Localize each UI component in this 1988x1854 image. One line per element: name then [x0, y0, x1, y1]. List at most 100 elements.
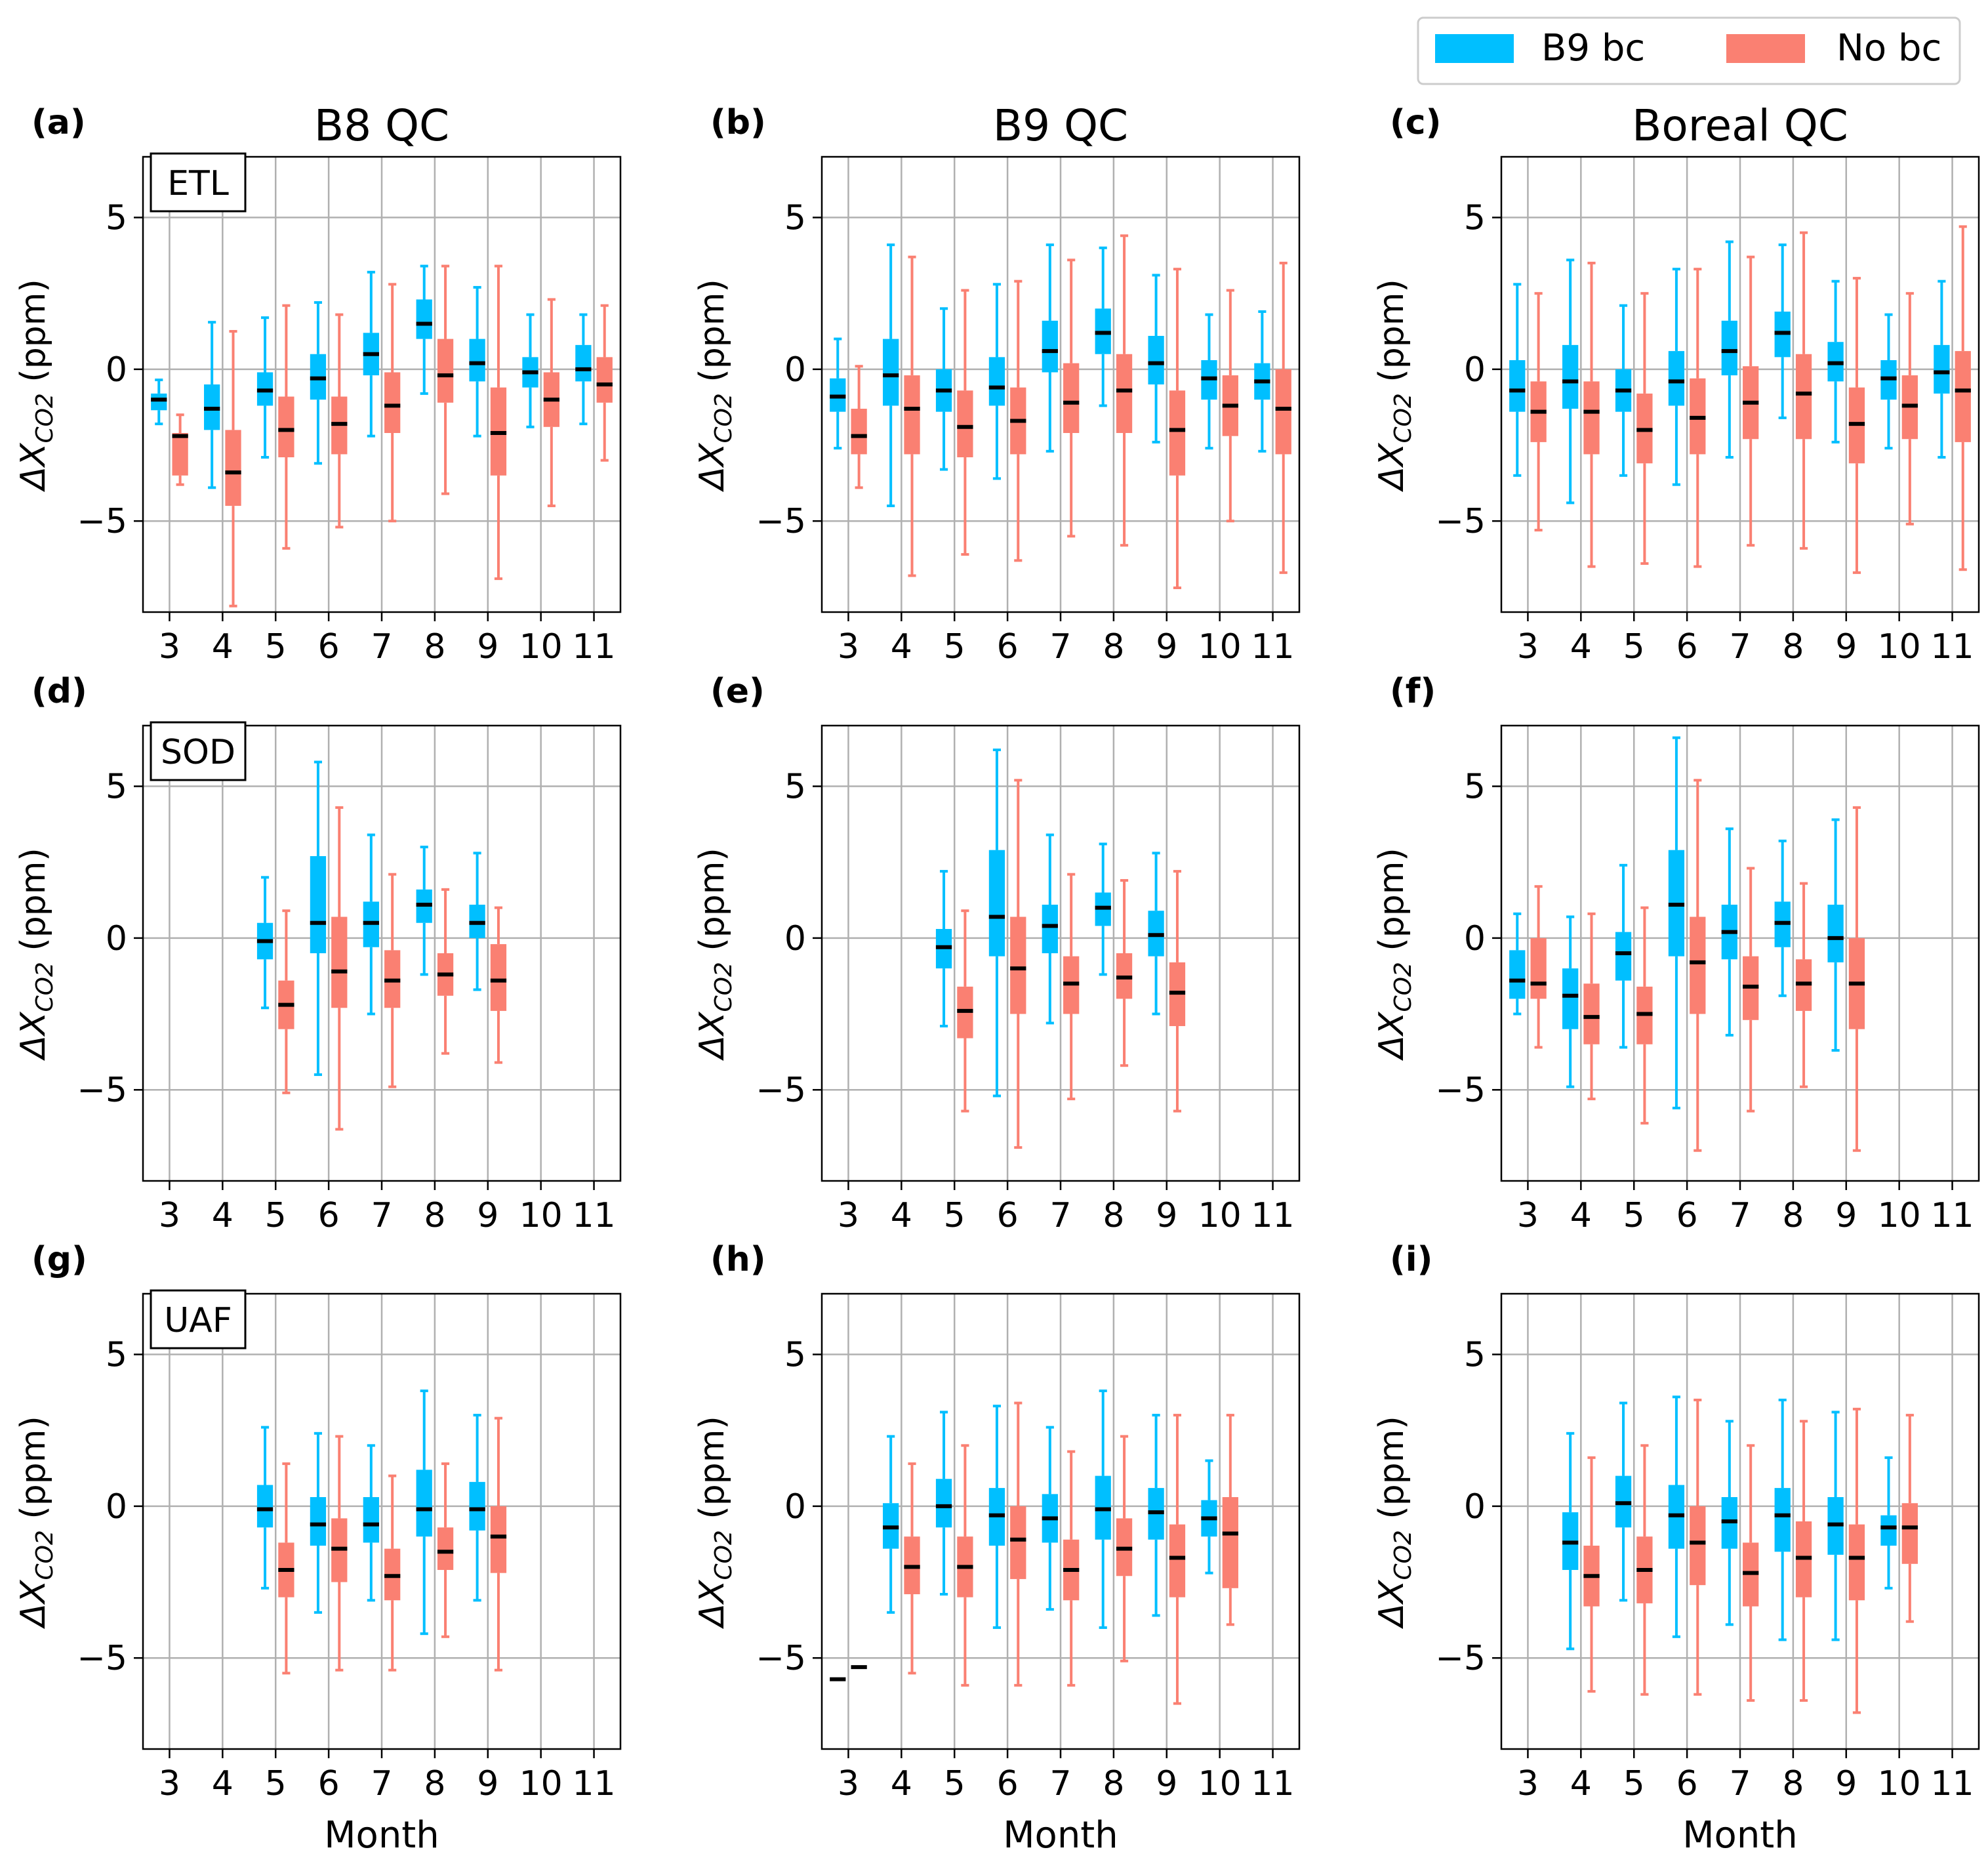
box-blue-month-10	[1201, 1459, 1217, 1575]
box-iqr	[151, 393, 167, 411]
box-iqr	[596, 357, 613, 403]
box-blue-month-4	[1562, 915, 1579, 1088]
box-red-month-6	[331, 313, 348, 529]
panel-label: (a)	[31, 103, 86, 142]
box-iqr	[1509, 360, 1526, 412]
box-red-month-6	[1690, 779, 1706, 1152]
box-iqr	[1848, 1524, 1865, 1601]
box-red-month-8	[437, 264, 454, 495]
x-tick-label: 6	[1676, 1764, 1698, 1803]
box-blue-month-7	[1721, 240, 1737, 459]
box-iqr	[1116, 354, 1133, 434]
x-tick-label: 5	[1623, 1764, 1645, 1803]
box-blue-month-7	[363, 270, 379, 438]
x-tick-label: 9	[1156, 1764, 1177, 1803]
y-tick-label: 0	[784, 350, 806, 390]
y-axis-label: ΔXCO2 (ppm)	[693, 279, 737, 492]
panel-label: (i)	[1390, 1240, 1432, 1279]
box-red-month-7	[1063, 873, 1080, 1101]
box-red-month-3	[1530, 885, 1547, 1049]
box-iqr	[1169, 390, 1186, 476]
box-red-month-7	[384, 283, 401, 523]
box-blue-month-8	[1774, 839, 1791, 997]
box-blue-month-5	[256, 316, 274, 459]
box-iqr	[1934, 344, 1950, 394]
box-iqr	[1148, 335, 1164, 384]
x-tick-label: 6	[318, 627, 340, 667]
y-tick-label: 5	[784, 1336, 806, 1375]
x-tick-label: 5	[1623, 1196, 1645, 1235]
box-iqr	[469, 1481, 485, 1531]
box-blue-month-6	[988, 283, 1005, 480]
x-tick-label: 9	[1835, 1196, 1857, 1235]
y-tick-label: 0	[1464, 919, 1486, 958]
x-tick-label: 6	[997, 627, 1019, 667]
y-tick-label: −5	[756, 502, 806, 541]
panel-label: (g)	[31, 1240, 87, 1279]
y-tick-label: 0	[784, 1487, 806, 1527]
y-tick-label: 5	[784, 199, 806, 238]
x-tick-label: 11	[1930, 627, 1974, 667]
box-red-month-7	[384, 1474, 401, 1672]
box-red-month-5	[1636, 292, 1653, 565]
y-tick-label: 5	[106, 1336, 127, 1375]
x-tick-label: 5	[265, 1196, 287, 1235]
x-tick-label: 9	[477, 627, 498, 667]
box-red-month-6	[331, 806, 348, 1131]
box-blue-month-9	[1827, 818, 1844, 1052]
box-red-month-5	[957, 289, 973, 556]
box-blue-month-9	[1148, 1414, 1164, 1617]
box-iqr	[225, 430, 241, 506]
x-tick-label: 6	[997, 1196, 1019, 1235]
box-blue-month-7	[363, 1444, 379, 1602]
box-iqr	[1795, 354, 1812, 440]
x-tick-label: 11	[1251, 1196, 1294, 1235]
x-tick-label: 7	[371, 1764, 392, 1803]
box-blue-month-6	[988, 1405, 1005, 1629]
box-blue-month-6	[1668, 1395, 1685, 1638]
x-tick-label: 4	[212, 1764, 233, 1803]
x-tick-label: 3	[159, 627, 180, 667]
x-tick-label: 9	[477, 1764, 498, 1803]
box-iqr	[437, 1527, 454, 1571]
box-red-month-11	[1955, 225, 1971, 571]
x-tick-label: 3	[159, 1196, 180, 1235]
box-iqr	[1169, 1524, 1186, 1597]
y-axis-label: ΔXCO2 (ppm)	[14, 1416, 58, 1629]
box-blue-month-9	[1148, 852, 1164, 1016]
box-blue-month-8	[1095, 246, 1111, 407]
box-red-month-8	[1795, 1420, 1812, 1702]
x-tick-label: 10	[519, 627, 563, 667]
y-tick-label: −5	[756, 1071, 806, 1110]
box-blue-month-7	[1042, 1426, 1058, 1611]
box-iqr	[1010, 917, 1026, 1014]
box-iqr	[988, 357, 1005, 406]
legend-frame	[1417, 16, 1961, 85]
box-red-month-5	[1636, 906, 1653, 1125]
box-iqr	[1583, 983, 1600, 1044]
x-tick-label: 10	[1878, 1196, 1921, 1235]
x-tick-label: 8	[424, 1764, 445, 1803]
box-red-month-11	[1275, 261, 1291, 574]
x-tick-label: 5	[265, 627, 287, 667]
box-iqr	[957, 390, 973, 458]
box-iqr	[988, 850, 1005, 957]
y-tick-label: 0	[106, 1487, 127, 1527]
box-iqr	[935, 1479, 952, 1528]
box-red-month-9	[490, 1416, 507, 1672]
box-red-month-6	[1010, 779, 1026, 1149]
y-tick-label: 5	[784, 768, 806, 807]
x-tick-label: 8	[1782, 627, 1804, 667]
box-iqr	[1901, 1503, 1918, 1564]
x-tick-label: 8	[1103, 1196, 1124, 1235]
box-red-month-4	[1583, 261, 1600, 568]
x-tick-label: 3	[1517, 1196, 1539, 1235]
box-iqr	[437, 339, 454, 403]
panel-label: (c)	[1390, 103, 1441, 142]
x-tick-label: 4	[891, 627, 912, 667]
x-tick-label: 9	[1835, 1764, 1857, 1803]
box-red-month-9	[1169, 870, 1186, 1113]
x-tick-label: 8	[424, 1196, 445, 1235]
